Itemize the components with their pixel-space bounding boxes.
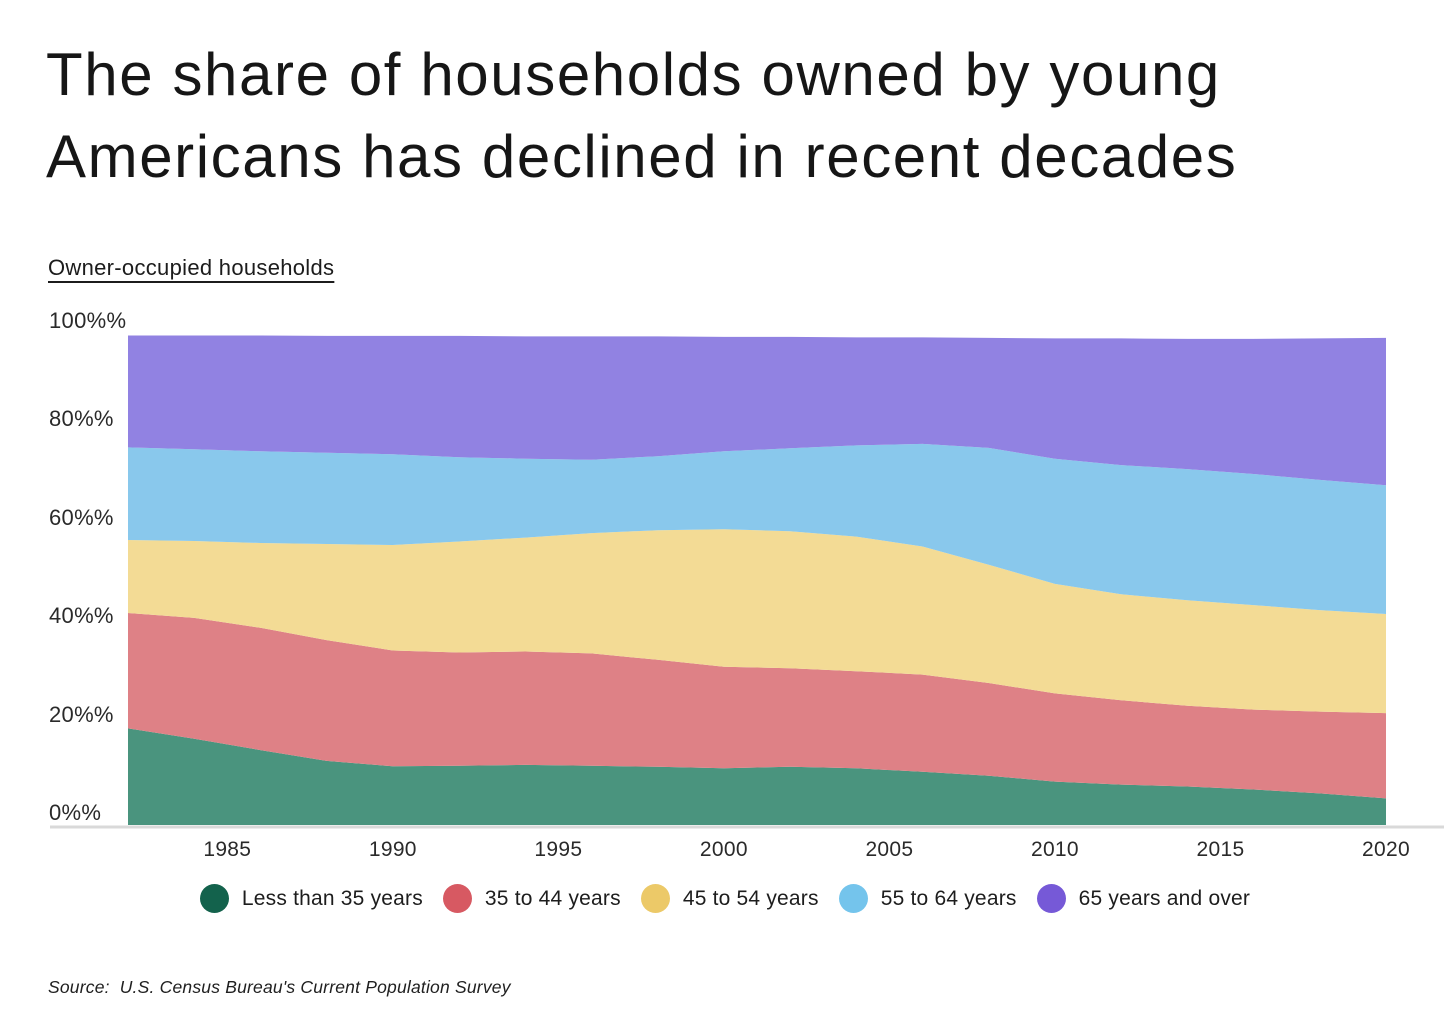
x-axis-tick-label: 2000 <box>699 838 748 861</box>
x-axis-tick-label: 1995 <box>534 838 583 861</box>
legend-swatch-icon <box>442 884 472 913</box>
area-less-than-35-years <box>128 728 1386 825</box>
area-45-to-54-years <box>128 529 1386 714</box>
legend-item-less-than-35-years: Less than 35 years <box>199 884 423 913</box>
x-axis-tick-label: 1990 <box>368 838 417 861</box>
legend-label: 55 to 64 years <box>880 886 1017 910</box>
legend-label: 65 years and over <box>1078 886 1251 910</box>
legend-item-35-to-44-years: 35 to 44 years <box>442 884 621 913</box>
page-title-line2: Americans has declined in recent decades <box>46 122 1238 190</box>
legend-swatch-icon <box>640 884 670 913</box>
legend-swatch-icon <box>838 884 868 913</box>
legend-label: Less than 35 years <box>241 886 423 910</box>
legend-item-65-years-and-over: 65 years and over <box>1036 884 1251 913</box>
area-35-to-44-years <box>128 613 1386 799</box>
x-axis-tick-label: 1985 <box>203 838 252 861</box>
chart-legend: Less than 35 years 35 to 44 years 45 to 54… <box>0 884 1450 913</box>
source-label: Source: <box>48 977 110 997</box>
source-text: U.S. Census Bureau's Current Population … <box>119 977 511 997</box>
area-65-years-and-over <box>128 335 1386 486</box>
y-axis-tick-label: 20%% <box>49 701 114 727</box>
x-axis-tick-label: 2005 <box>865 838 914 861</box>
chart-subtitle: Owner-occupied households <box>48 255 335 280</box>
legend-swatch-icon <box>199 884 229 913</box>
y-axis-tick-label: 100%% <box>49 308 127 333</box>
legend-item-55-to-64-years: 55 to 64 years <box>838 884 1017 913</box>
page-title: The share of households owned by young A… <box>46 34 1446 197</box>
legend-label: 35 to 44 years <box>484 886 621 910</box>
x-axis-tick-label: 2020 <box>1362 838 1410 861</box>
legend-label: 45 to 54 years <box>682 886 819 910</box>
legend-swatch-icon <box>1036 884 1066 913</box>
x-axis-tick-label: 2010 <box>1030 838 1079 861</box>
y-axis-tick-label: 80%% <box>49 406 114 432</box>
source-note: Source: U.S. Census Bureau's Current Popu… <box>48 977 511 998</box>
x-axis-tick-label: 2015 <box>1196 838 1245 861</box>
area-55-to-64-years <box>128 443 1386 614</box>
page-title-line1: The share of households owned by young <box>46 41 1221 108</box>
y-axis-tick-label: 0%% <box>49 800 102 825</box>
y-axis-tick-label: 60%% <box>49 504 114 530</box>
y-axis-tick-label: 40%% <box>49 603 114 629</box>
legend-item-45-to-54-years: 45 to 54 years <box>640 884 819 913</box>
